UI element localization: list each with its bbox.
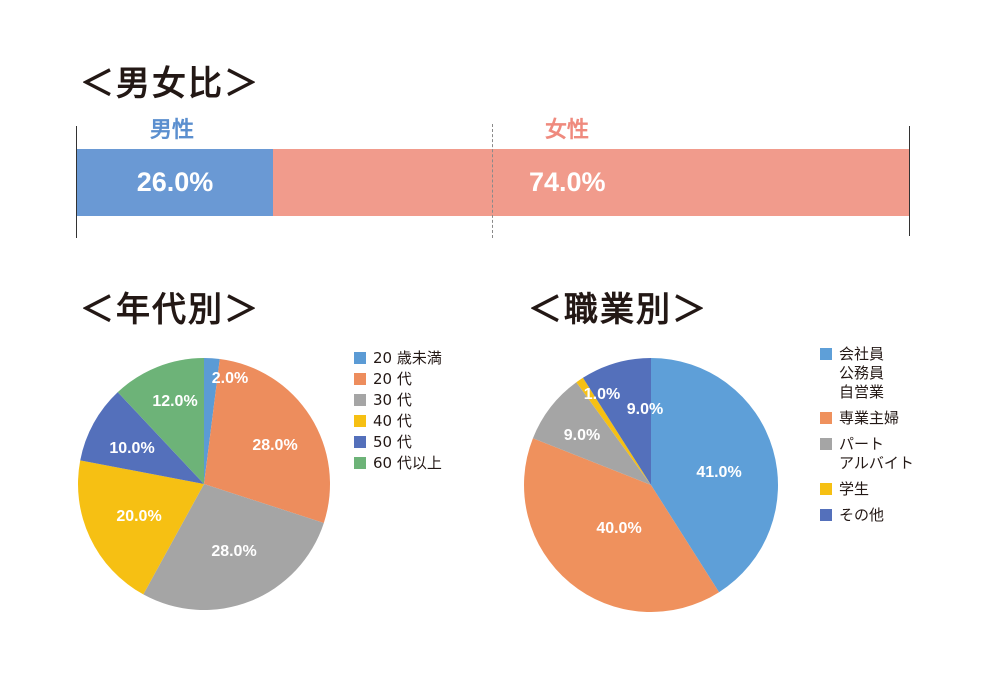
age-legend-label-5: 60 代以上 [373,454,442,472]
age-slice-2-label: 28.0% [211,543,256,560]
age-legend-swatch-5 [354,457,366,469]
job-slice-3-label: 1.0% [584,386,620,403]
job-legend-item-3: 学生 [820,480,914,499]
female-series-label: 女性 [545,118,590,143]
job-legend-item-1: 専業主婦 [820,409,914,428]
age-slice-0-label: 2.0% [212,370,248,387]
age-legend-label-2: 30 代 [373,391,412,409]
job-slice-3 [576,377,651,485]
age-legend-label-0: 20 歳未満 [373,349,442,367]
age-slice-5-label: 12.0% [152,393,197,410]
gender-ratio-heading: ＜男女比＞ [80,64,260,104]
age-legend-swatch-3 [354,415,366,427]
age-group-legend: 20 歳未満 20 代 30 代 40 代 50 代 60 代以上 [354,349,442,475]
job-legend-label-3: 学生 [839,480,870,498]
age-legend-item-2: 30 代 [354,391,442,410]
job-slice-0 [651,358,779,593]
occupation-legend: 会社員 公務員 自営業専業主婦パート アルバイト学生その他 [820,345,914,532]
age-legend-item-3: 40 代 [354,412,442,431]
female-data-label: 74.0% [529,167,606,197]
job-legend-item-2: パート アルバイト [820,435,914,473]
job-legend-item-0: 会社員 公務員 自営業 [820,345,914,402]
job-slice-4 [582,358,651,485]
job-legend-label-4: その他 [839,506,885,524]
age-slice-0 [204,358,220,484]
job-legend-swatch-3 [820,483,832,495]
age-legend-item-0: 20 歳未満 [354,349,442,368]
male-data-label: 26.0% [136,167,214,197]
age-group-pie-chart: 2.0% 28.0% 28.0% 20.0% 10.0% 12.0% [77,358,330,610]
job-slice-2 [532,382,651,485]
job-slice-0-label: 41.0% [696,464,741,481]
age-legend-swatch-1 [354,373,366,385]
age-group-heading: ＜年代別＞ [80,290,260,330]
age-legend-item-4: 50 代 [354,433,442,452]
age-slice-3-label: 20.0% [116,508,161,525]
age-legend-label-4: 50 代 [373,433,412,451]
job-legend-label-0: 会社員 公務員 自営業 [839,345,885,401]
age-slice-4-label: 10.0% [109,440,154,457]
bar-midpoint-dashed-line [492,124,493,238]
job-legend-swatch-2 [820,438,832,450]
job-legend-label-1: 専業主婦 [839,409,900,427]
age-legend-swatch-0 [354,352,366,364]
job-slice-2-label: 9.0% [564,427,600,444]
bar-left-axis-line [76,126,77,238]
job-legend-swatch-4 [820,509,832,521]
bar-right-axis-line [909,126,910,236]
age-slice-3 [77,460,204,595]
age-legend-label-1: 20 代 [373,370,412,388]
male-series-label: 男性 [150,118,195,143]
job-legend-swatch-0 [820,348,832,360]
job-legend-label-2: パート アルバイト [839,435,914,472]
age-legend-swatch-2 [354,394,366,406]
age-legend-item-5: 60 代以上 [354,454,442,473]
age-slice-1-label: 28.0% [252,437,297,454]
age-slice-5 [117,358,204,484]
job-slice-1-label: 40.0% [596,520,641,537]
age-legend-swatch-4 [354,436,366,448]
job-legend-item-4: その他 [820,506,914,525]
job-slice-1 [524,438,720,612]
age-slice-1 [204,358,330,523]
age-slice-4 [80,392,204,484]
female-bar-segment: 74.0% [273,149,909,216]
age-legend-label-3: 40 代 [373,412,412,430]
male-bar-segment: 26.0% [77,149,273,216]
age-legend-item-1: 20 代 [354,370,442,389]
age-slice-2 [143,484,324,610]
occupation-pie-chart: 41.0% 40.0% 9.0% 1.0% 9.0% [524,358,779,612]
job-slice-4-label: 9.0% [627,401,663,418]
job-legend-swatch-1 [820,412,832,424]
occupation-heading: ＜職業別＞ [528,290,708,330]
